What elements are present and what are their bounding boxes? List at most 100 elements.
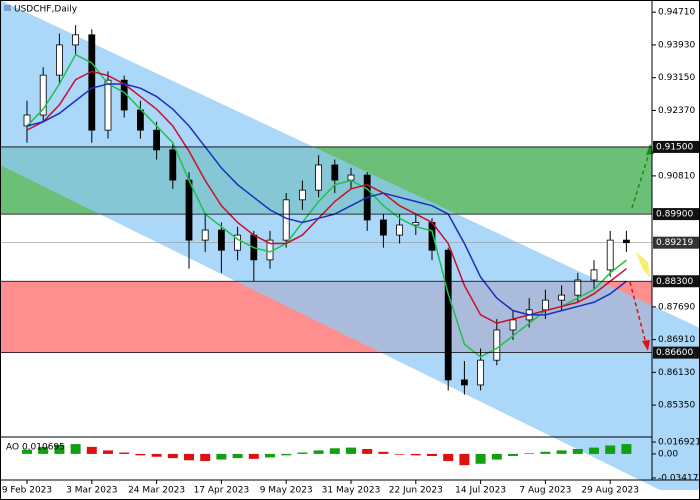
moving-average bbox=[26, 70, 627, 325]
moving-average bbox=[26, 83, 627, 316]
y-tick-label: 0.93150 bbox=[658, 73, 695, 83]
ao-bar bbox=[621, 444, 632, 454]
y-tick-label: 0.93930 bbox=[658, 40, 695, 50]
last-price-tag bbox=[653, 236, 699, 249]
candle-body bbox=[558, 294, 565, 301]
ao-bar bbox=[362, 448, 373, 454]
candle-body bbox=[379, 219, 387, 236]
ao-bar bbox=[329, 448, 340, 454]
ao-bar bbox=[184, 453, 194, 461]
ao-bar bbox=[491, 453, 502, 460]
ao-bar bbox=[200, 453, 211, 461]
level-label: 0.89900 bbox=[656, 210, 693, 220]
candle-body bbox=[56, 44, 63, 76]
ao-bar bbox=[297, 452, 308, 454]
y-tick-label: 0.016921 bbox=[658, 438, 700, 448]
level-label: 0.88300 bbox=[656, 277, 693, 287]
moving-average bbox=[26, 53, 627, 358]
candle-body bbox=[104, 79, 112, 131]
level-tag bbox=[653, 346, 699, 359]
candle-body bbox=[623, 239, 630, 244]
ao-bar bbox=[167, 453, 178, 459]
candle-body bbox=[298, 189, 306, 201]
ao-bar bbox=[70, 444, 81, 454]
candle-body bbox=[315, 164, 323, 191]
candle-body bbox=[136, 109, 144, 131]
x-tick-label: 3 Mar 2023 bbox=[66, 486, 117, 496]
y-tick-label: 0.90810 bbox=[658, 171, 695, 181]
level-tag bbox=[653, 208, 699, 221]
candle-body bbox=[282, 199, 290, 241]
ao-bar bbox=[216, 453, 227, 460]
ao-bar bbox=[556, 450, 567, 454]
ao-bar bbox=[410, 453, 421, 456]
candle-body bbox=[331, 164, 339, 181]
ao-bar bbox=[248, 453, 259, 459]
ao-bar bbox=[605, 445, 616, 454]
x-tick-label: 29 Aug 2023 bbox=[581, 486, 639, 496]
ao-bar bbox=[54, 444, 65, 454]
up-arrow bbox=[631, 149, 651, 209]
x-tick-label: 9 Feb 2023 bbox=[2, 486, 52, 496]
ao-bar bbox=[38, 446, 49, 454]
y-tick-label: 0.86130 bbox=[658, 368, 695, 378]
ao-bar bbox=[427, 453, 437, 457]
ao-bar bbox=[281, 453, 292, 456]
candle-body bbox=[72, 34, 79, 46]
chart-title: USDCHF,Daily bbox=[14, 5, 78, 15]
ao-bar bbox=[572, 448, 583, 454]
ao-bar bbox=[265, 453, 275, 458]
candle-body bbox=[460, 379, 468, 386]
candle-body bbox=[477, 359, 485, 386]
candle-body bbox=[574, 279, 582, 296]
y-tick-label: 0.85350 bbox=[658, 401, 695, 411]
ao-bar bbox=[313, 450, 324, 454]
ao-bar bbox=[103, 450, 113, 454]
ao-bar bbox=[378, 451, 389, 454]
last-price-label: 0.89219 bbox=[656, 238, 693, 248]
ao-bar bbox=[119, 452, 130, 454]
ao-bar bbox=[540, 451, 551, 454]
level-tag bbox=[653, 275, 699, 288]
ao-bar bbox=[394, 453, 405, 455]
candle-body bbox=[509, 319, 517, 331]
x-tick-label: 17 Apr 2023 bbox=[194, 486, 250, 496]
plot bbox=[0, 25, 652, 466]
symbol-icon bbox=[4, 5, 11, 11]
ao-bar bbox=[524, 453, 535, 454]
indicator-title: AO 0.010695 bbox=[6, 443, 65, 453]
ao-bar bbox=[508, 453, 518, 457]
candle-body bbox=[347, 174, 355, 181]
x-tick-label: 7 Aug 2023 bbox=[519, 486, 571, 496]
highlight bbox=[636, 252, 650, 278]
candle-body bbox=[217, 229, 225, 251]
candle-body bbox=[169, 149, 177, 181]
x-tick-label: 24 Mar 2023 bbox=[128, 486, 185, 496]
candle-body bbox=[201, 229, 209, 241]
y-tick-label: 0.00 bbox=[658, 449, 678, 459]
level-tag bbox=[653, 140, 699, 153]
x-tick-label: 22 Jun 2023 bbox=[389, 486, 443, 496]
candle-body bbox=[234, 234, 242, 251]
candle-body bbox=[153, 129, 161, 151]
y-tick-label: 0.86910 bbox=[658, 335, 695, 345]
ao-bar bbox=[135, 453, 146, 456]
level-label: 0.91500 bbox=[656, 142, 693, 152]
candle-body bbox=[412, 222, 420, 226]
candle-body bbox=[185, 179, 193, 241]
ao-bar bbox=[459, 453, 470, 466]
x-tick-label: 9 May 2023 bbox=[260, 486, 313, 496]
x-tick-label: 31 May 2023 bbox=[322, 486, 381, 496]
ao-bar bbox=[475, 453, 486, 464]
ao-bar bbox=[443, 453, 454, 461]
level-label: 0.86600 bbox=[656, 348, 693, 358]
ao-bar bbox=[589, 447, 599, 454]
candle-body bbox=[88, 34, 96, 131]
candle-body bbox=[444, 249, 452, 381]
candle-body bbox=[590, 269, 598, 281]
ao-bar bbox=[86, 446, 97, 454]
candle-body bbox=[493, 329, 501, 361]
x-tick-label: 14 Jul 2023 bbox=[455, 486, 506, 496]
